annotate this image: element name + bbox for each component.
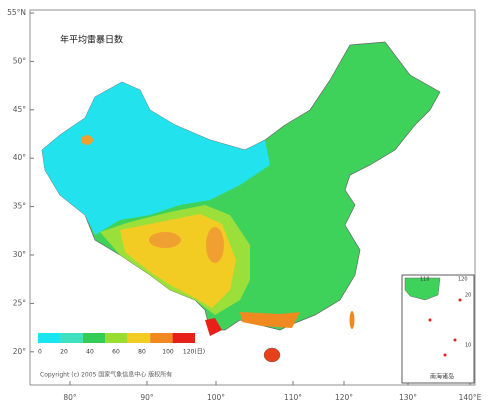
inset-tick: 110 <box>420 277 430 283</box>
lon-labels: 80° 90° 100° 110° 120° 130° 140°E <box>63 381 482 402</box>
colorbar-label: 120(日) <box>183 349 205 356</box>
lat-label: 50° <box>13 56 27 65</box>
colorbar-label: 100 <box>162 349 174 356</box>
island <box>458 298 462 302</box>
colorbar-label: 80 <box>138 349 146 356</box>
taiwan <box>349 311 355 329</box>
china-map <box>41 41 441 363</box>
lat-label: 30° <box>13 250 27 259</box>
lon-label: 120° <box>335 393 353 402</box>
region-orange <box>149 232 181 248</box>
colorbar-swatch <box>60 333 83 343</box>
colorbar-swatch <box>150 333 173 343</box>
copyright: Copyright (c) 2005 国家气象信息中心 版权所有 <box>40 371 172 379</box>
hainan <box>263 347 281 363</box>
inset-tick: 10 <box>465 343 471 349</box>
lat-label: 55°N <box>7 8 26 17</box>
colorbar-label: 60 <box>112 349 120 356</box>
inset-land <box>404 277 441 301</box>
inset-tick: 120 <box>458 277 468 283</box>
inset-title: 南海诸岛 <box>430 373 454 381</box>
colorbar: 0 20 40 60 80 100 120(日) <box>38 333 205 356</box>
colorbar-label: 0 <box>38 349 42 356</box>
lon-label: 140°E <box>459 393 482 402</box>
lon-label: 130° <box>399 393 417 402</box>
lon-label: 110° <box>284 393 302 402</box>
region-orange <box>206 227 224 263</box>
lat-label: 35° <box>13 202 27 211</box>
colorbar-label: 20 <box>60 349 68 356</box>
colorbar-swatch <box>38 333 61 343</box>
lat-label: 25° <box>13 298 27 307</box>
colorbar-swatch <box>127 333 151 343</box>
region-cyan <box>42 82 270 235</box>
lon-label: 90° <box>140 393 154 402</box>
region-orange <box>81 135 93 145</box>
colorbar-swatch <box>105 333 128 343</box>
island <box>453 338 457 342</box>
region-red <box>205 318 222 336</box>
inset: 110 120 20 10 南海诸岛 <box>401 274 475 384</box>
island <box>443 353 447 357</box>
inset-tick: 20 <box>465 293 471 299</box>
island <box>428 318 432 322</box>
lat-label: 40° <box>13 153 27 162</box>
map-title: 年平均雷暴日数 <box>60 34 123 46</box>
lon-label: 80° <box>63 393 77 402</box>
colorbar-label: 40 <box>86 349 94 356</box>
lon-label: 100° <box>207 393 225 402</box>
region-orange <box>240 312 300 328</box>
lat-label: 20° <box>13 347 27 356</box>
colorbar-swatch <box>172 333 195 343</box>
lat-label: 45° <box>13 105 27 114</box>
colorbar-swatch <box>82 333 106 343</box>
lat-labels: 55°N 50° 45° 40° 35° 30° 25° 20° <box>7 8 34 356</box>
